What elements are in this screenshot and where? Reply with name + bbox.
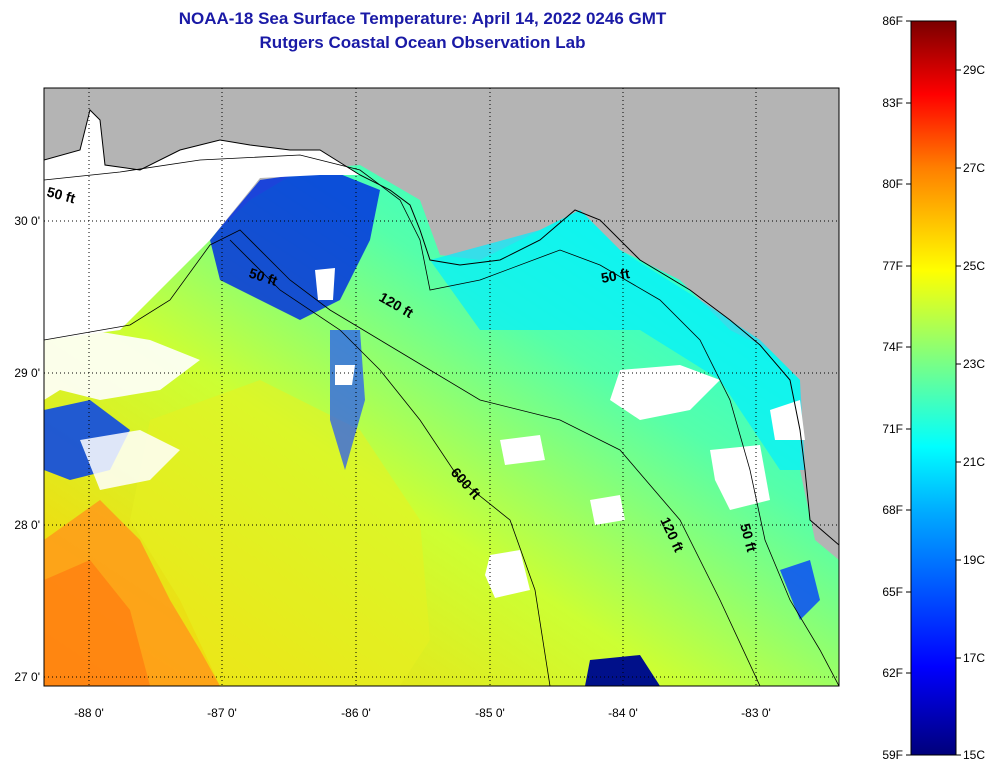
lat-label: 27 0' <box>14 670 40 684</box>
lon-label: -83 0' <box>741 706 771 720</box>
chart-subtitle: Rutgers Coastal Ocean Observation Lab <box>259 33 586 52</box>
colorbar: 86F 83F 80F 77F 74F 71F 68F 65F 62F 59F … <box>882 14 985 762</box>
colorbar-f-label: 71F <box>882 422 903 436</box>
colorbar-c-label: 19C <box>963 553 985 567</box>
lon-label: -86 0' <box>341 706 371 720</box>
cloud-patch <box>44 330 200 400</box>
chart-title: NOAA-18 Sea Surface Temperature: April 1… <box>178 9 667 28</box>
contour-label: 50 ft <box>600 265 631 286</box>
colorbar-c-label: 23C <box>963 357 985 371</box>
grid <box>44 88 839 686</box>
colorbar-f-label: 80F <box>882 177 903 191</box>
lat-label: 30 0' <box>14 214 40 228</box>
colorbar-f-label: 62F <box>882 666 903 680</box>
map-layers <box>44 88 839 686</box>
lat-label: 28 0' <box>14 518 40 532</box>
colorbar-f-label: 77F <box>882 259 903 273</box>
contour-label: 50 ft <box>45 183 77 206</box>
lon-label: -85 0' <box>475 706 505 720</box>
contour-50ft <box>44 154 839 686</box>
colorbar-c-label: 21C <box>963 455 985 469</box>
lon-label: -84 0' <box>608 706 638 720</box>
contour-label: 50 ft <box>737 522 760 554</box>
cold-region <box>210 170 380 320</box>
contour-120ft <box>44 229 761 686</box>
colorbar-f-label: 83F <box>882 96 903 110</box>
colorbar-c-label: 15C <box>963 748 985 762</box>
colorbar-f-label: 65F <box>882 585 903 599</box>
lon-axis: -88 0' -87 0' -86 0' -85 0' -84 0' -83 0… <box>74 706 771 720</box>
contour-600ft <box>229 239 551 686</box>
colorbar-f-label: 68F <box>882 503 903 517</box>
colorbar-f-label: 74F <box>882 340 903 354</box>
colorbar-c-label: 27C <box>963 161 985 175</box>
colorbar-c-label: 17C <box>963 651 985 665</box>
colorbar-c-label: 25C <box>963 259 985 273</box>
colorbar-c-label: 29C <box>963 63 985 77</box>
lon-label: -88 0' <box>74 706 104 720</box>
lat-label: 29 0' <box>14 366 40 380</box>
colorbar-gradient <box>910 20 957 756</box>
lon-label: -87 0' <box>207 706 237 720</box>
colorbar-f-label: 59F <box>882 748 903 762</box>
lat-axis: 30 0' 29 0' 28 0' 27 0' <box>14 214 40 684</box>
coastline <box>44 109 839 546</box>
colorbar-f-label: 86F <box>882 14 903 28</box>
map-frame <box>43 87 840 687</box>
shelf-white-area <box>44 110 360 340</box>
